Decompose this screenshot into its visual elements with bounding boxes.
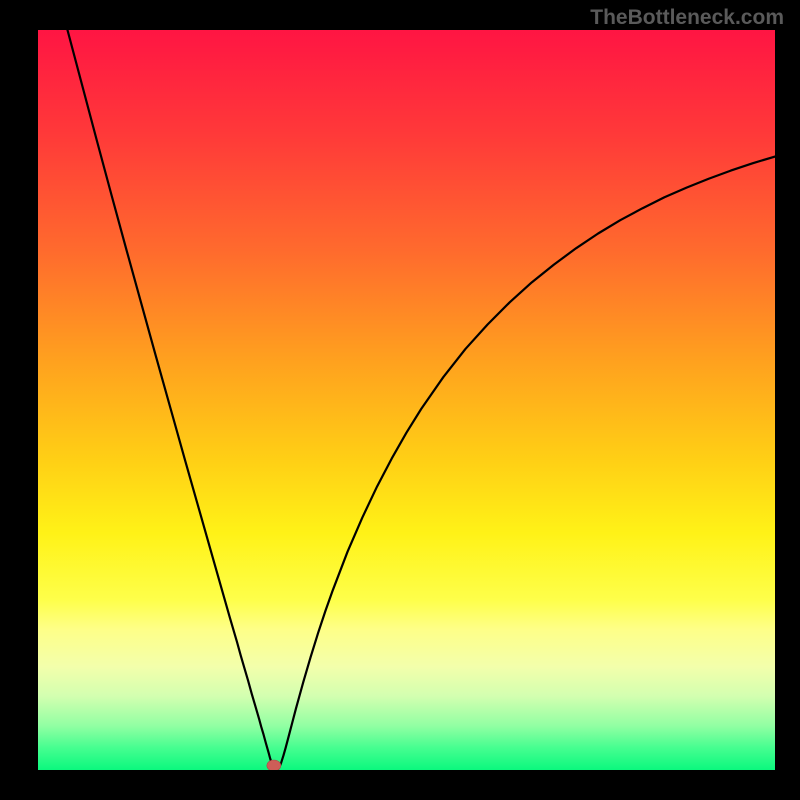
minimum-marker (267, 760, 281, 770)
bottleneck-curve (67, 30, 775, 770)
watermark-text: TheBottleneck.com (590, 6, 784, 30)
chart-container: TheBottleneck.com (0, 0, 800, 800)
chart-svg (38, 30, 775, 770)
plot-area (38, 30, 775, 770)
